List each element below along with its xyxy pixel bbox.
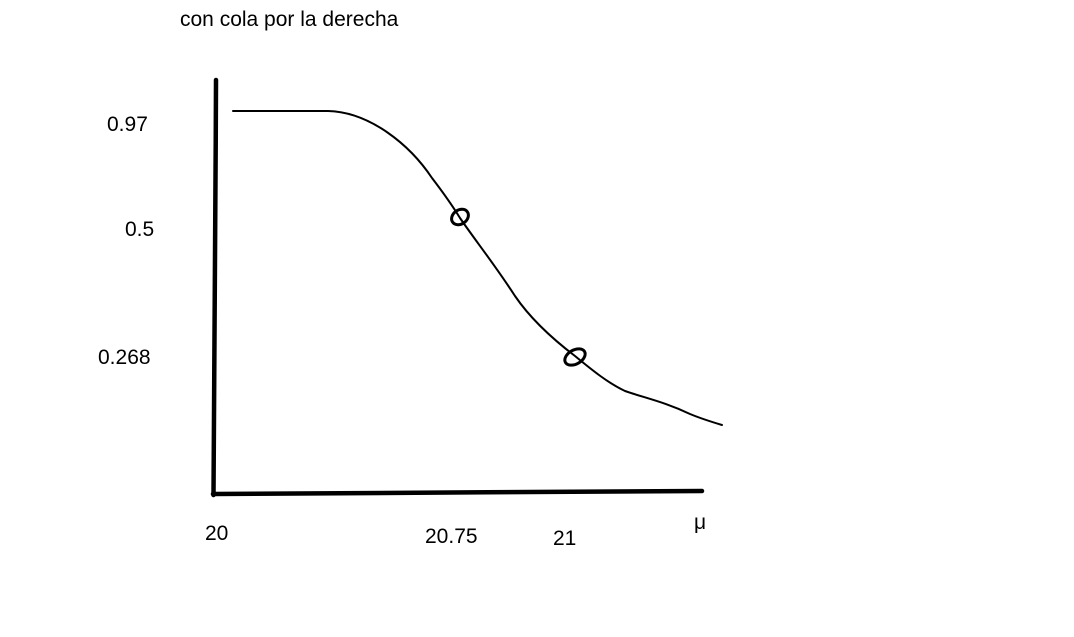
y-tick-label: 0.97 xyxy=(107,113,148,136)
x-tick-label: 21 xyxy=(553,527,576,550)
x-tick-label: 20.75 xyxy=(425,525,478,548)
y-tick-label: 0.5 xyxy=(125,218,154,241)
series-line xyxy=(232,110,723,426)
y-axis xyxy=(211,77,219,498)
data-point-marker xyxy=(563,347,587,367)
x-axis xyxy=(210,488,705,497)
chart-title: con cola por la derecha xyxy=(180,8,399,31)
x-tick-label: 20 xyxy=(205,522,228,545)
data-point-marker xyxy=(450,207,470,227)
y-tick-label: 0.268 xyxy=(98,346,151,369)
x-axis-label: μ xyxy=(694,511,706,534)
